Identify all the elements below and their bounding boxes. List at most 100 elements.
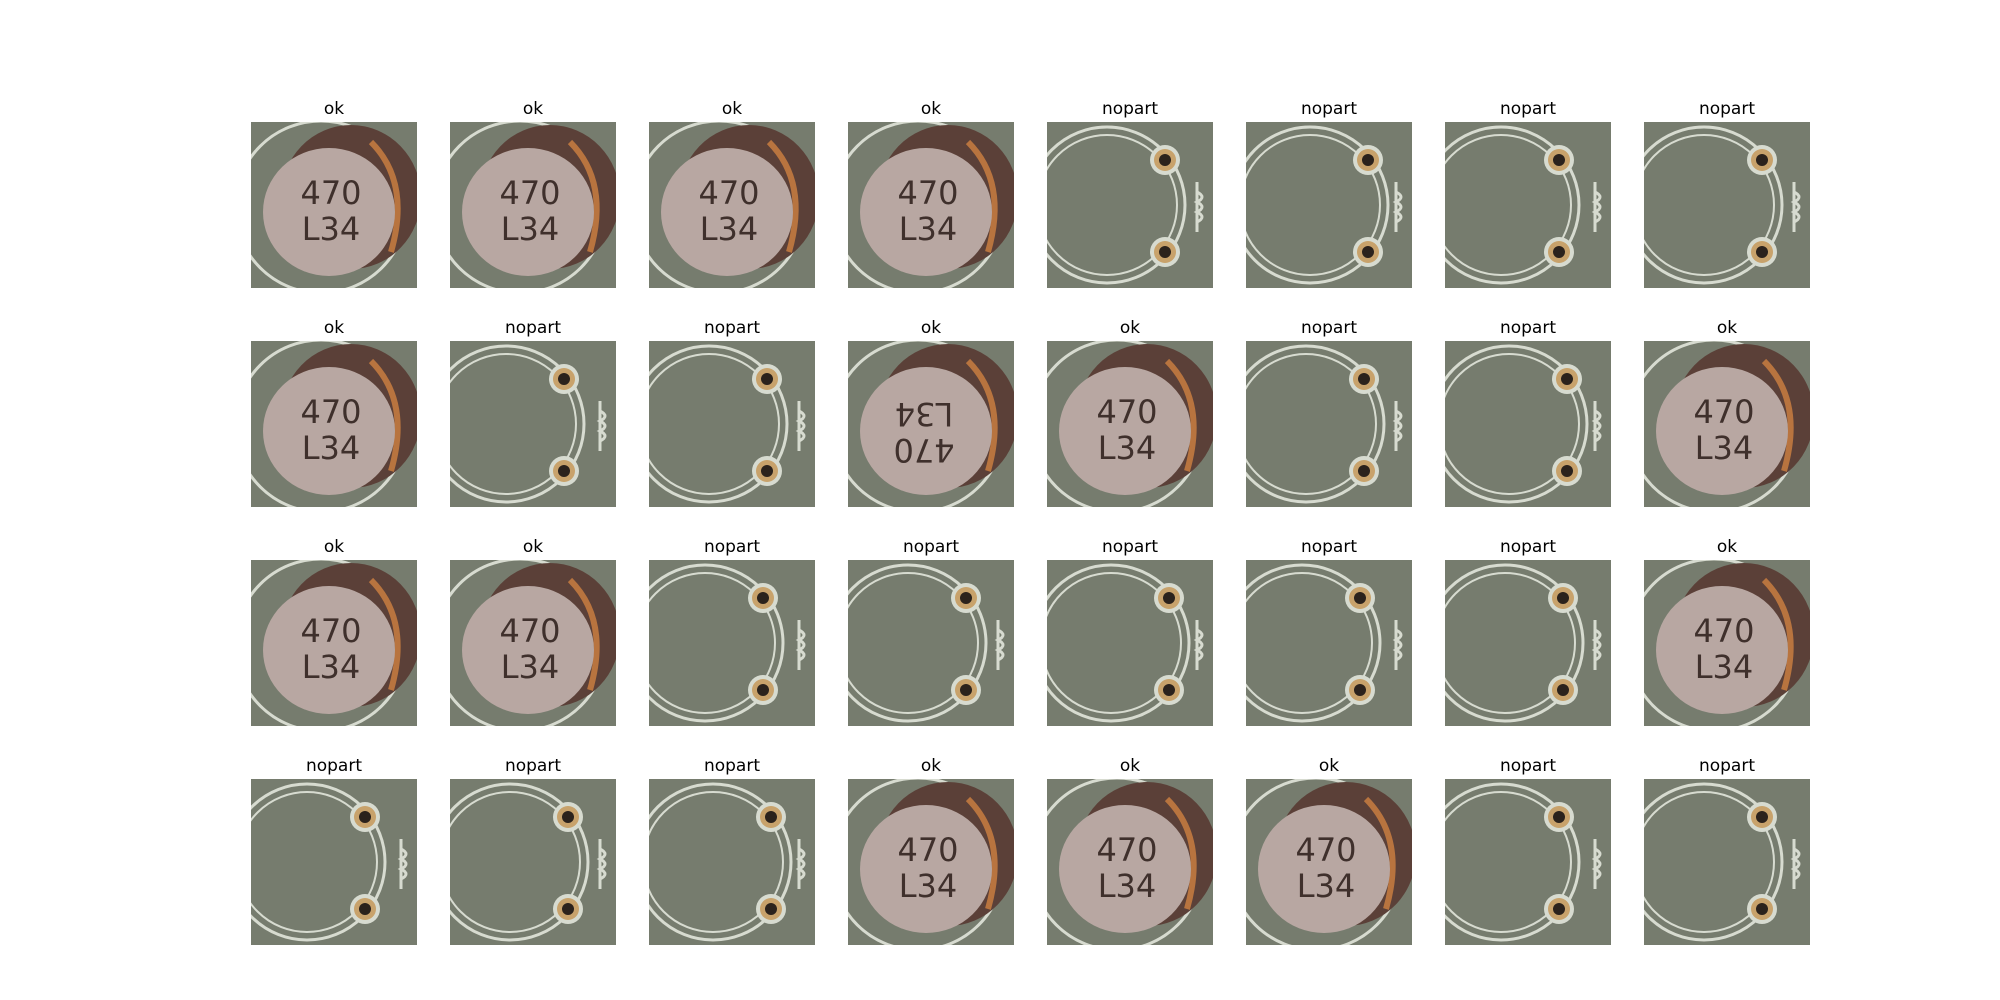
marking-line-1: 470 (300, 174, 361, 212)
empty-footprint-image (1246, 341, 1412, 507)
marking-line-1: 470 (300, 612, 361, 650)
tile-cell: nopart (450, 753, 616, 945)
tile-label: ok (1716, 537, 1738, 557)
tile-label: nopart (305, 756, 363, 776)
marking-line-2: L34 (895, 395, 954, 433)
tile-label: ok (721, 99, 743, 119)
tile-cell: nopart (1644, 753, 1810, 945)
empty-footprint-image (450, 341, 616, 507)
tile-cell: ok 470 L34 (251, 96, 417, 288)
tile-label: nopart (504, 756, 562, 776)
marking-line-2: L34 (302, 429, 361, 467)
tile-cell: nopart (649, 315, 815, 507)
tile-cell: ok 470 L34 (1246, 753, 1412, 945)
marking-line-2: L34 (1695, 648, 1754, 686)
tile-label: ok (323, 318, 345, 338)
tile-cell: ok 470 L34 (649, 96, 815, 288)
tile-label: nopart (1300, 537, 1358, 557)
tile-label: nopart (1698, 756, 1756, 776)
tile-label: ok (1119, 318, 1141, 338)
capacitor-image: 470 L34 (450, 122, 616, 288)
marking-line-1: 470 (897, 831, 958, 869)
marking-line-1: 470 (698, 174, 759, 212)
tile-label: ok (323, 537, 345, 557)
tile-label: ok (323, 99, 345, 119)
tile-label: nopart (703, 756, 761, 776)
empty-footprint-image (450, 779, 616, 945)
tile-label: nopart (703, 537, 761, 557)
marking-line-2: L34 (1098, 429, 1157, 467)
tile-cell: ok 470 L34 (1047, 315, 1213, 507)
capacitor-image: 470 L34 (848, 122, 1014, 288)
empty-footprint-image (848, 560, 1014, 726)
empty-footprint-image (1445, 341, 1611, 507)
marking-line-1: 470 (499, 612, 560, 650)
tile-cell: nopart (649, 753, 815, 945)
tile-cell: nopart (1246, 96, 1412, 288)
tile-label: ok (1318, 756, 1340, 776)
tile-cell: ok 470 L34 (450, 96, 616, 288)
tile-label: nopart (1101, 537, 1159, 557)
tile-cell: ok 470 L34 (251, 534, 417, 726)
marking-line-2: L34 (899, 210, 958, 248)
tile-cell: nopart (1445, 96, 1611, 288)
marking-line-2: L34 (700, 210, 759, 248)
empty-footprint-image (1445, 560, 1611, 726)
marking-line-1: 470 (1096, 831, 1157, 869)
tile-cell: ok 470 L34 (848, 315, 1014, 507)
tile-label: nopart (1101, 99, 1159, 119)
tile-label: ok (920, 756, 942, 776)
empty-footprint-image (1246, 122, 1412, 288)
tile-cell: nopart (1047, 534, 1213, 726)
empty-footprint-image (1644, 122, 1810, 288)
tile-label: nopart (1499, 318, 1557, 338)
capacitor-image: 470 L34 (1047, 779, 1213, 945)
marking-line-1: 470 (893, 431, 954, 469)
capacitor-image: 470 L34 (848, 341, 1014, 507)
marking-line-1: 470 (897, 174, 958, 212)
empty-footprint-image (1445, 779, 1611, 945)
marking-line-2: L34 (1297, 867, 1356, 905)
image-grid: ok 470 L34 ok 470 L34 ok 470 L34 ok 470 L34 nopart no… (251, 96, 1813, 945)
marking-line-1: 470 (1693, 612, 1754, 650)
tile-cell: ok 470 L34 (1047, 753, 1213, 945)
marking-line-1: 470 (1295, 831, 1356, 869)
marking-line-1: 470 (1096, 393, 1157, 431)
tile-cell: nopart (1644, 96, 1810, 288)
tile-label: ok (522, 99, 544, 119)
empty-footprint-image (649, 341, 815, 507)
tile-label: ok (920, 318, 942, 338)
marking-line-2: L34 (302, 210, 361, 248)
tile-cell: nopart (1246, 534, 1412, 726)
marking-line-1: 470 (300, 393, 361, 431)
capacitor-image: 470 L34 (1644, 341, 1810, 507)
marking-line-2: L34 (1098, 867, 1157, 905)
empty-footprint-image (1047, 122, 1213, 288)
tile-cell: nopart (1246, 315, 1412, 507)
marking-line-2: L34 (1695, 429, 1754, 467)
marking-line-1: 470 (1693, 393, 1754, 431)
tile-label: nopart (703, 318, 761, 338)
marking-line-2: L34 (302, 648, 361, 686)
capacitor-image: 470 L34 (1047, 341, 1213, 507)
tile-label: ok (920, 99, 942, 119)
capacitor-image: 470 L34 (251, 560, 417, 726)
tile-label: ok (1119, 756, 1141, 776)
tile-cell: nopart (1445, 753, 1611, 945)
empty-footprint-image (649, 560, 815, 726)
capacitor-image: 470 L34 (848, 779, 1014, 945)
tile-label: nopart (1300, 318, 1358, 338)
empty-footprint-image (251, 779, 417, 945)
capacitor-image: 470 L34 (251, 122, 417, 288)
capacitor-image: 470 L34 (450, 560, 616, 726)
marking-line-2: L34 (899, 867, 958, 905)
tile-cell: ok 470 L34 (450, 534, 616, 726)
empty-footprint-image (1644, 779, 1810, 945)
capacitor-image: 470 L34 (649, 122, 815, 288)
tile-cell: nopart (251, 753, 417, 945)
tile-cell: ok 470 L34 (251, 315, 417, 507)
capacitor-image: 470 L34 (1246, 779, 1412, 945)
tile-label: nopart (1499, 756, 1557, 776)
marking-line-2: L34 (501, 210, 560, 248)
tile-cell: nopart (649, 534, 815, 726)
